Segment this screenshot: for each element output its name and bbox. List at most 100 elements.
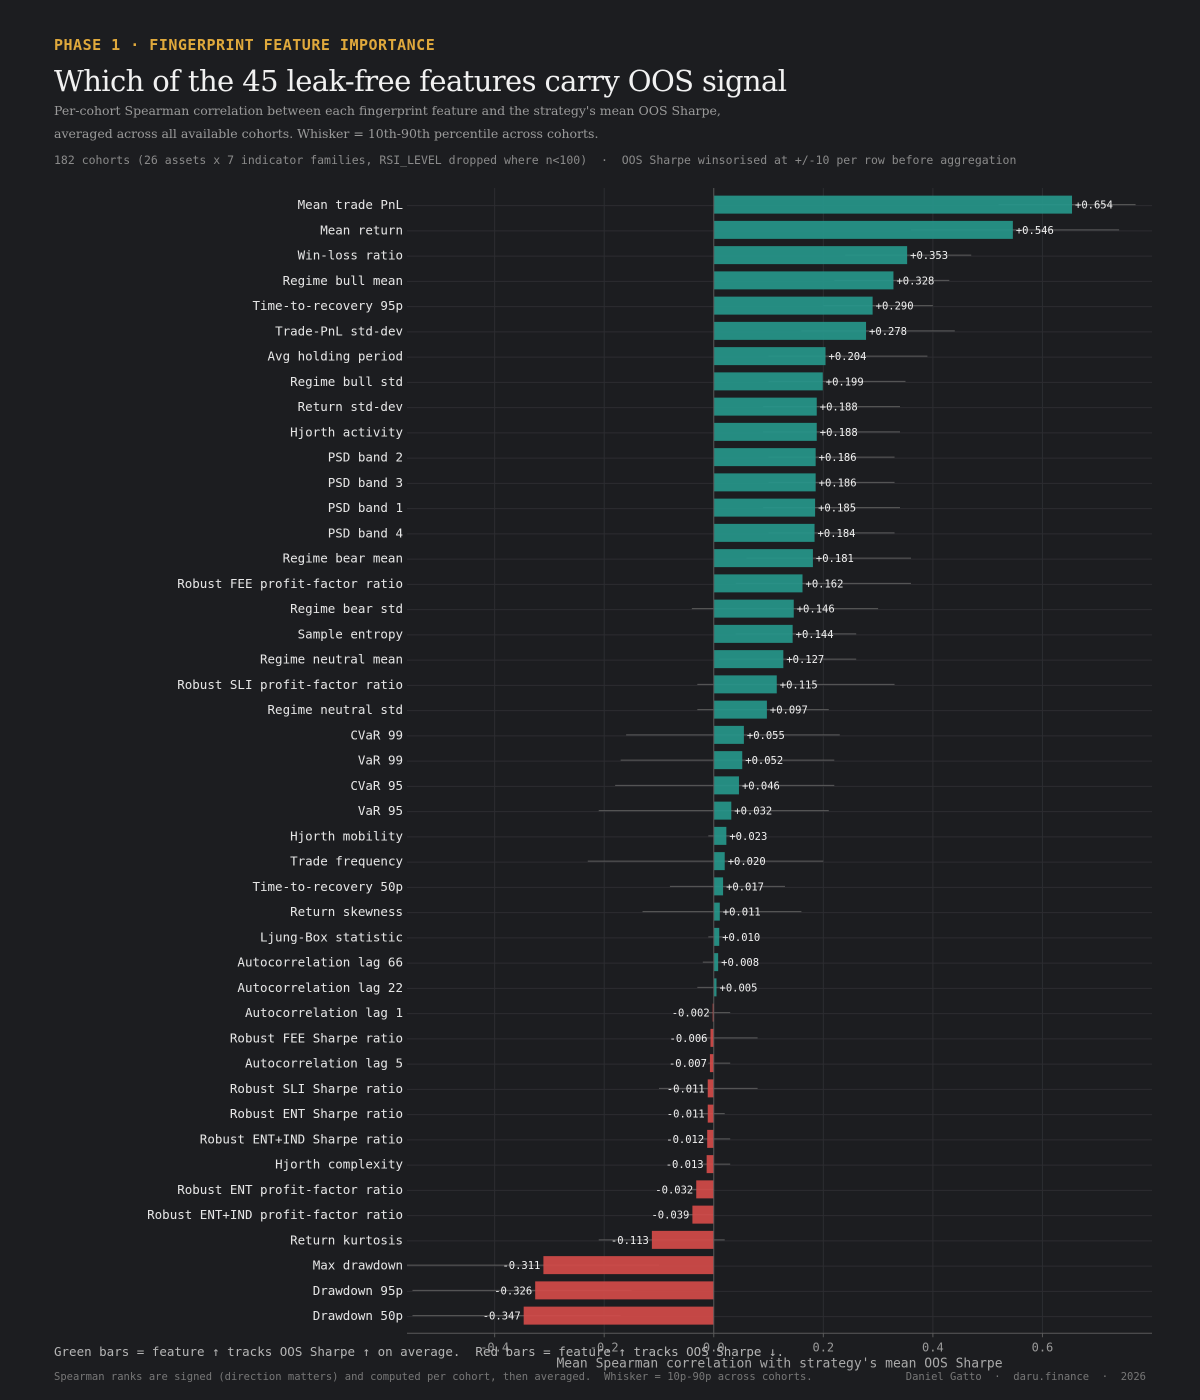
value-label: +0.186 — [819, 452, 857, 464]
category-label: Drawdown 50p — [313, 1308, 403, 1323]
bar — [713, 776, 739, 795]
bar — [713, 902, 720, 921]
bar — [713, 296, 873, 315]
value-label: +0.181 — [816, 553, 854, 565]
bar — [713, 321, 867, 340]
value-label: +0.188 — [820, 427, 858, 439]
bar — [707, 1079, 714, 1098]
value-label: +0.186 — [819, 477, 857, 489]
category-label: Sample entropy — [298, 626, 404, 641]
value-label: -0.007 — [669, 1058, 707, 1070]
value-label: +0.353 — [910, 250, 948, 262]
value-label: +0.278 — [869, 326, 907, 338]
value-label: +0.546 — [1016, 225, 1054, 237]
category-label: Return kurtosis — [290, 1232, 403, 1247]
value-label: -0.347 — [483, 1311, 521, 1323]
bar — [713, 574, 803, 593]
value-label: +0.032 — [734, 806, 772, 818]
value-label: +0.052 — [745, 755, 783, 767]
x-tick-label: 0.2 — [812, 1340, 834, 1354]
value-label: -0.011 — [667, 1083, 705, 1095]
value-label: -0.012 — [666, 1134, 704, 1146]
value-label: +0.184 — [818, 528, 856, 540]
bar — [713, 953, 719, 972]
legend-note: Green bars = feature ↑ tracks OOS Sharpe… — [54, 1344, 784, 1359]
bar — [713, 523, 815, 542]
category-label: Robust SLI profit-factor ratio — [177, 677, 403, 692]
bar — [713, 195, 1073, 214]
bar — [696, 1180, 714, 1199]
bar — [692, 1205, 714, 1224]
bar — [535, 1281, 714, 1300]
cohort-meta: 182 cohorts (26 assets x 7 indicator fam… — [54, 153, 1017, 167]
value-label: +0.146 — [797, 604, 835, 616]
category-label: Ljung-Box statistic — [260, 929, 403, 944]
category-label: Mean return — [320, 222, 403, 237]
category-label: Regime neutral std — [268, 702, 403, 717]
category-label: Autocorrelation lag 22 — [237, 980, 403, 995]
value-label: +0.115 — [780, 679, 818, 691]
value-label: -0.013 — [666, 1159, 704, 1171]
value-label: +0.055 — [747, 730, 785, 742]
category-label: Regime neutral mean — [260, 652, 403, 667]
x-tick-label: 0.4 — [922, 1340, 944, 1354]
category-label: Drawdown 95p — [313, 1283, 403, 1298]
value-label: +0.046 — [742, 780, 780, 792]
category-label: Win-loss ratio — [298, 248, 403, 263]
category-label: Autocorrelation lag 66 — [237, 955, 403, 970]
x-tick-label: -0.2 — [590, 1340, 619, 1354]
value-label: +0.204 — [829, 351, 867, 363]
category-label: Trade frequency — [290, 854, 403, 869]
bar — [713, 826, 727, 845]
category-label: Mean trade PnL — [298, 197, 403, 212]
bar — [710, 1028, 714, 1047]
bar — [713, 246, 908, 265]
category-label: PSD band 3 — [328, 475, 403, 490]
category-label: PSD band 2 — [328, 450, 403, 465]
bar — [707, 1129, 714, 1148]
category-label: Regime bull mean — [283, 273, 403, 288]
feature-importance-chart: Mean trade PnL +0.654 Mean return +0.546 Win… — [147, 188, 1152, 1371]
value-label: +0.654 — [1075, 200, 1113, 212]
category-label: Autocorrelation lag 1 — [245, 1005, 403, 1020]
page-subtitle: Per-cohort Spearman correlation between … — [54, 103, 721, 141]
x-tick-label: 0.0 — [703, 1340, 725, 1354]
bar — [713, 220, 1013, 239]
category-label: Time-to-recovery 95p — [252, 298, 403, 313]
bar — [709, 1054, 714, 1073]
page-title: Which of the 45 leak-free features carry… — [54, 64, 787, 98]
bar — [713, 700, 767, 719]
bar — [713, 397, 817, 416]
category-label: VaR 95 — [358, 803, 403, 818]
category-label: Robust ENT Sharpe ratio — [230, 1106, 403, 1121]
value-label: +0.010 — [722, 932, 760, 944]
x-tick-label: -0.4 — [480, 1340, 509, 1354]
value-label: -0.113 — [611, 1235, 649, 1247]
value-label: +0.097 — [770, 705, 808, 717]
value-label: +0.020 — [728, 856, 766, 868]
category-label: Hjorth mobility — [290, 828, 403, 843]
value-label: +0.199 — [826, 376, 864, 388]
x-tick-label: 0.6 — [1032, 1340, 1054, 1354]
value-label: +0.017 — [726, 881, 764, 893]
category-label: Max drawdown — [313, 1258, 403, 1273]
value-label: -0.032 — [655, 1184, 693, 1196]
category-label: Robust FEE profit-factor ratio — [177, 576, 403, 591]
category-label: Regime bull std — [290, 374, 403, 389]
bar — [713, 801, 732, 820]
phase-eyebrow: PHASE 1 · FINGERPRINT FEATURE IMPORTANCE — [54, 36, 436, 54]
category-label: Trade-PnL std-dev — [275, 323, 403, 338]
bar — [713, 498, 816, 517]
value-label: +0.290 — [876, 301, 914, 313]
bar — [713, 372, 823, 391]
value-label: +0.023 — [729, 831, 767, 843]
bar — [713, 271, 894, 290]
bar — [713, 473, 816, 492]
category-label: Avg holding period — [268, 349, 403, 364]
value-label: +0.328 — [896, 275, 934, 287]
value-label: -0.011 — [667, 1109, 705, 1121]
category-label: Autocorrelation lag 5 — [245, 1056, 403, 1071]
method-note: Spearman ranks are signed (direction mat… — [54, 1371, 813, 1383]
category-label: CVaR 95 — [350, 778, 403, 793]
bar — [651, 1230, 714, 1249]
